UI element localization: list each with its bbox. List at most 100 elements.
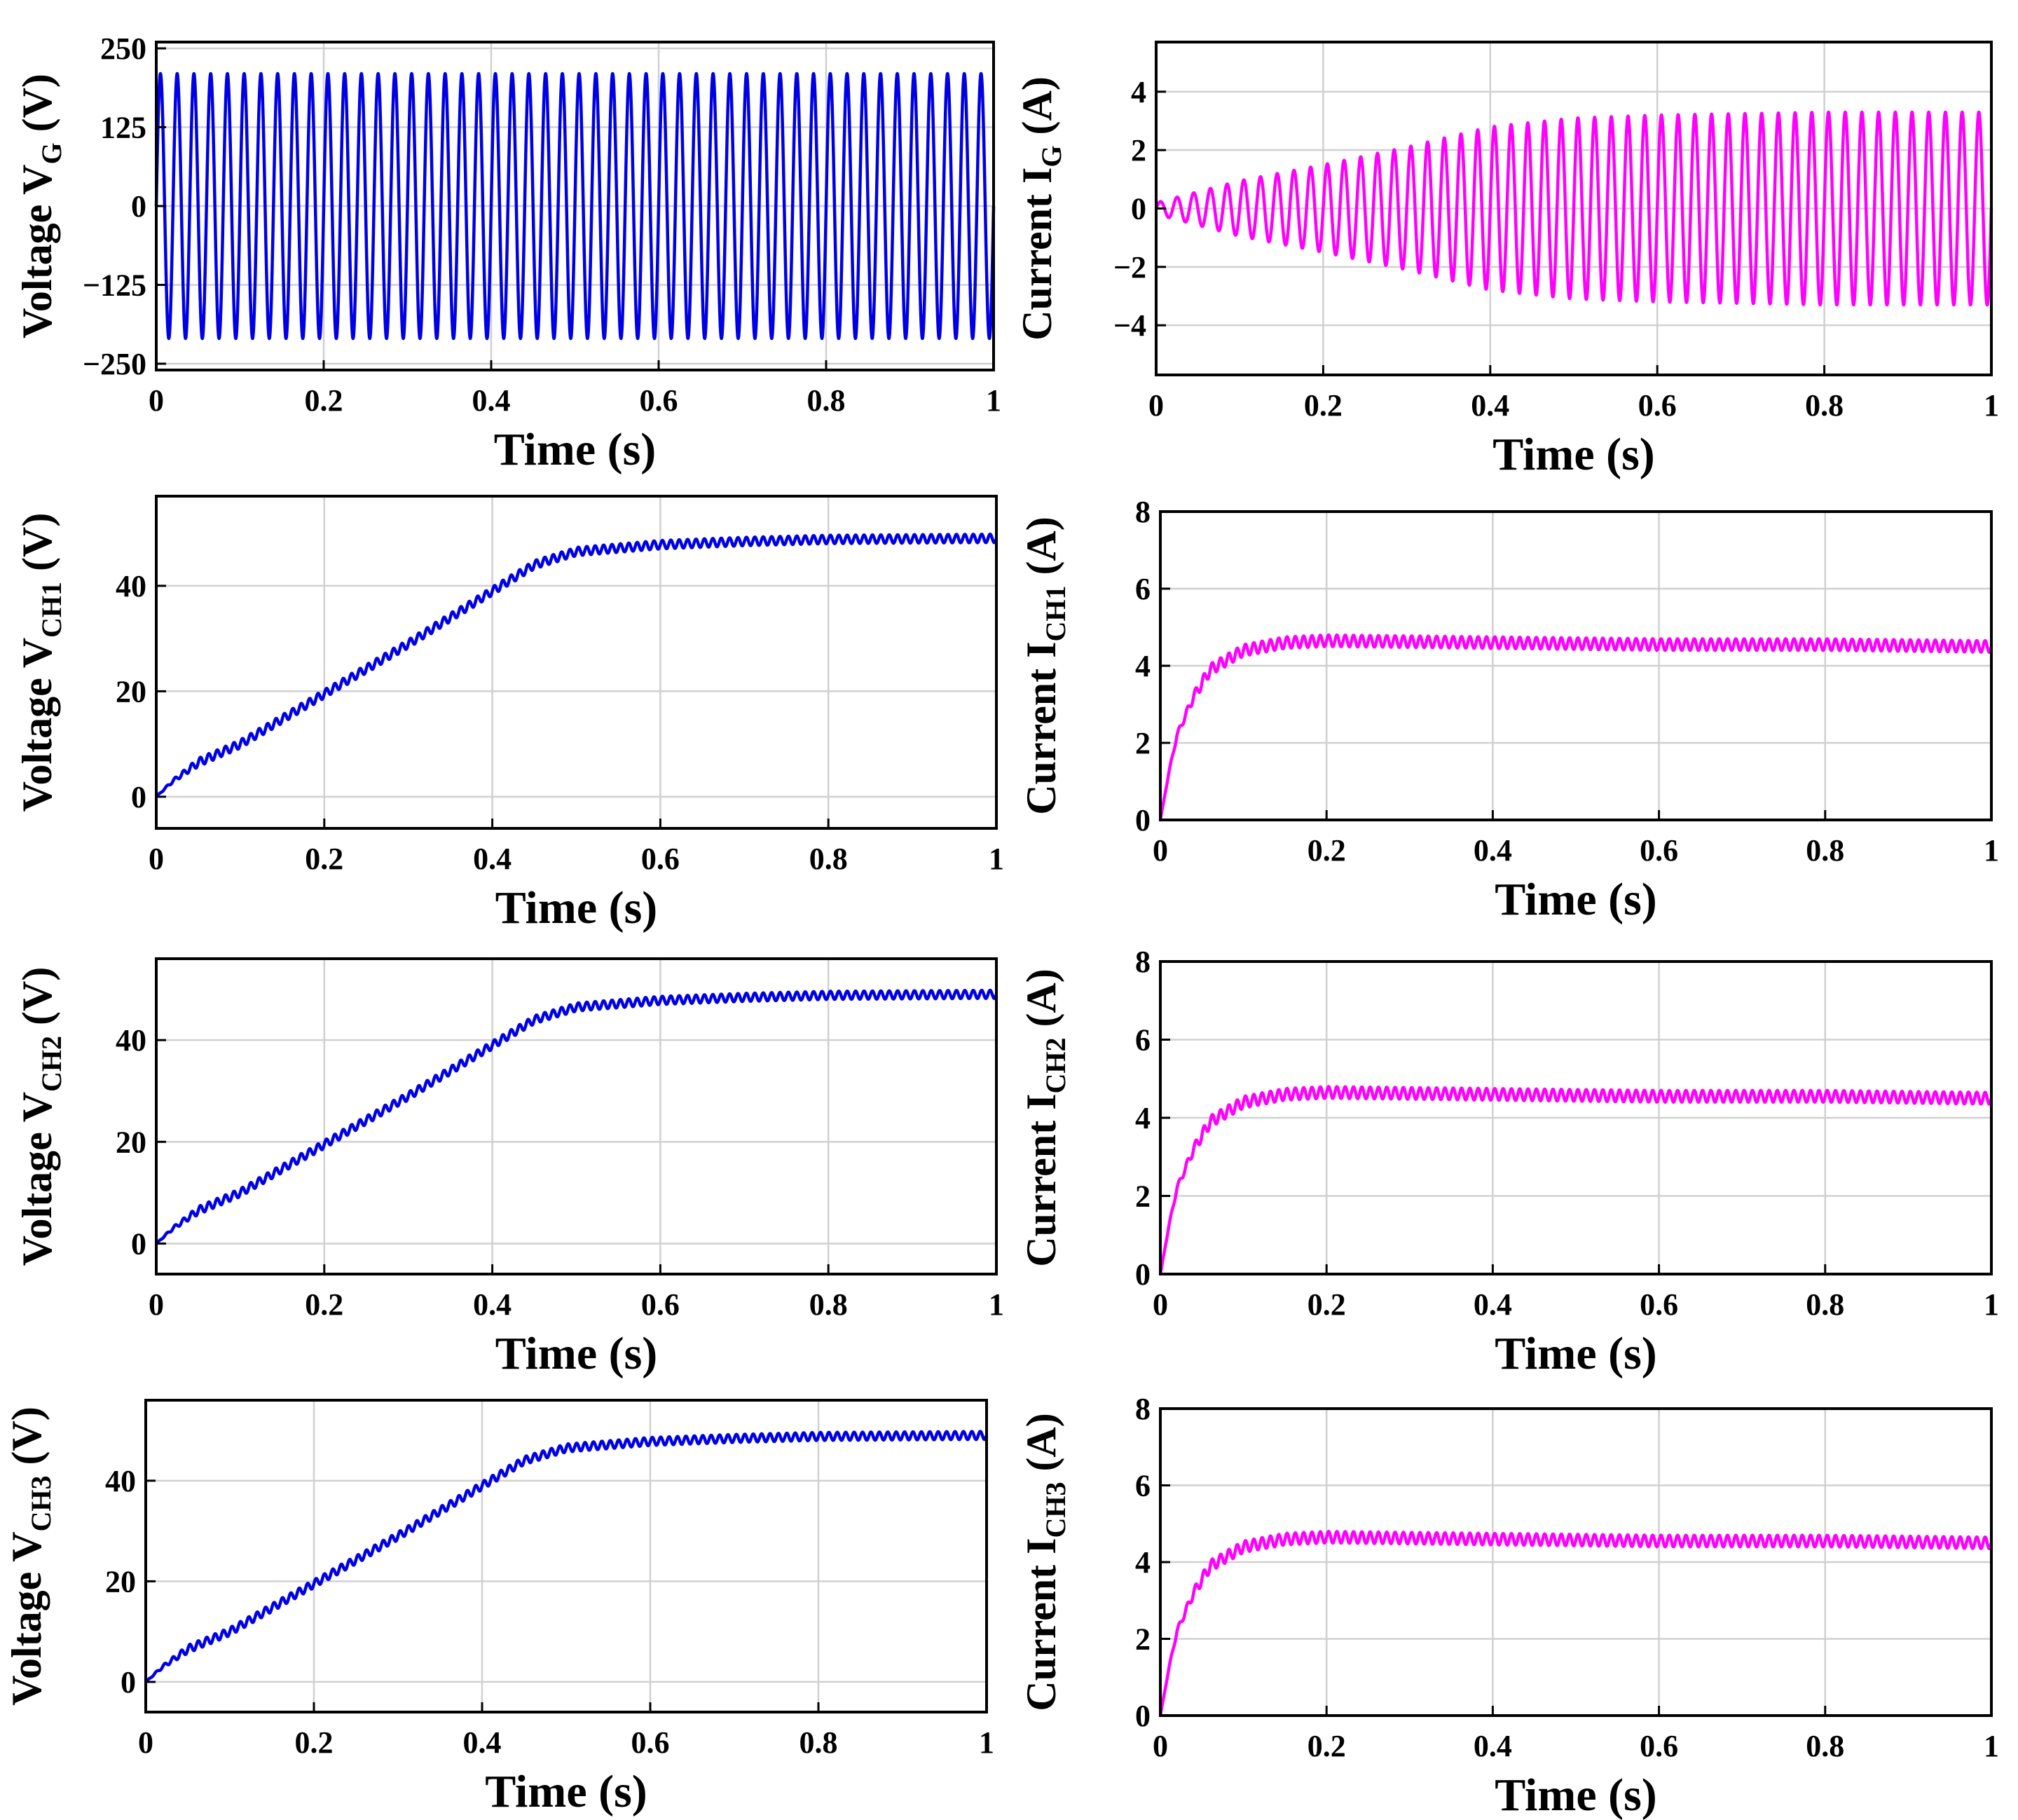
- x-axis-label: Time (s): [1495, 1328, 1657, 1379]
- x-tick-label: 0.4: [1474, 1729, 1512, 1763]
- x-tick-label: 0.2: [305, 842, 343, 876]
- x-tick-label: 0.4: [473, 842, 512, 876]
- y-tick-label: 40: [116, 569, 146, 603]
- x-tick-label: 0.8: [809, 1287, 848, 1322]
- x-tick-label: 0.6: [1638, 388, 1677, 423]
- x-tick-label: 0.2: [1304, 388, 1343, 423]
- series-line-ich2: [1158, 1085, 1993, 1275]
- x-tick-label: 0.8: [807, 383, 846, 418]
- y-tick-label: 0: [1131, 192, 1146, 226]
- x-tick-label: 0: [1153, 1287, 1168, 1322]
- y-tick-label: 8: [1135, 495, 1151, 529]
- y-tick-label: 4: [1135, 1101, 1151, 1135]
- x-tick-label: 0.2: [1307, 1729, 1346, 1763]
- x-tick-label: 1: [979, 1725, 994, 1760]
- chart-ich2: 0 0.2 0.4 0.6 0.8 1 0 2 4 6 8 Time (s) Current ICH2 …: [1018, 945, 1999, 1379]
- chart-vch3: 0 0.2 0.4 0.6 0.8 1 0 20 40 Time (s) Voltage VCH3 …: [4, 1399, 994, 1817]
- x-tick-label: 0.2: [1307, 833, 1346, 868]
- y-tick-label: 125: [100, 111, 146, 145]
- y-axis-label: Voltage VCH2 (V): [14, 967, 67, 1266]
- series-line-vch2: [155, 988, 998, 1245]
- y-tick-label: 40: [105, 1464, 136, 1498]
- y-tick-label: 20: [105, 1564, 136, 1599]
- x-axis-label: Time (s): [495, 882, 658, 933]
- x-tick-label: 0.8: [1806, 833, 1844, 868]
- y-tick-label: 6: [1135, 1469, 1151, 1503]
- y-axis-label: Current ICH3 (A): [1018, 1413, 1071, 1711]
- x-tick-label: 0: [149, 383, 164, 418]
- y-tick-label: −4: [1113, 308, 1146, 343]
- x-tick-label: 1: [1984, 1287, 1999, 1322]
- chart-ich3: 0 0.2 0.4 0.6 0.8 1 0 2 4 6 8 Time (s) Current ICH3 …: [1018, 1392, 1999, 1820]
- x-tick-label: 0.2: [305, 383, 343, 418]
- series-line-vch1: [155, 532, 998, 798]
- y-tick-label: 0: [1135, 1699, 1151, 1733]
- y-tick-label: 0: [121, 1665, 136, 1699]
- x-tick-label: 0.4: [473, 1287, 512, 1322]
- x-tick-label: 0.2: [1307, 1287, 1346, 1322]
- x-tick-label: 1: [1984, 1729, 1999, 1763]
- y-tick-label: 0: [131, 780, 146, 814]
- y-tick-label: 4: [1135, 1545, 1151, 1580]
- y-tick-label: 250: [100, 32, 146, 66]
- y-tick-label: 0: [131, 1226, 146, 1261]
- x-tick-label: 0.8: [809, 842, 848, 876]
- plot-frame: [155, 495, 998, 830]
- x-axis-label: Time (s): [1495, 1770, 1657, 1820]
- x-tick-label: 0.4: [1471, 388, 1509, 423]
- y-axis-label: Current ICH1 (A): [1018, 516, 1071, 815]
- y-axis-label: Voltage VCH3 (V): [4, 1407, 57, 1706]
- x-axis-label: Time (s): [494, 424, 657, 475]
- chart-ig: 0 0.2 0.4 0.6 0.8 1 4 2 0 −2 −4 Time (s) Current IG …: [1014, 41, 1999, 480]
- plot-frame: [144, 1399, 988, 1713]
- x-axis-label: Time (s): [485, 1766, 647, 1817]
- x-tick-label: 0.6: [631, 1725, 670, 1760]
- y-tick-label: 2: [1135, 1622, 1151, 1657]
- x-tick-label: 0.4: [463, 1725, 502, 1760]
- x-tick-label: 1: [989, 1287, 1004, 1322]
- y-tick-label: 4: [1131, 75, 1146, 109]
- x-axis-label: Time (s): [1495, 874, 1657, 925]
- series-line-vg: [154, 71, 996, 341]
- x-tick-label: 0.4: [1474, 1287, 1512, 1322]
- series-line-ig: [1154, 110, 1993, 307]
- x-tick-label: 0.6: [641, 1287, 680, 1322]
- x-tick-label: 0.6: [1640, 833, 1678, 868]
- x-tick-label: 0.8: [1806, 1729, 1844, 1763]
- x-tick-label: 0: [149, 1287, 164, 1322]
- y-tick-label: −2: [1113, 250, 1146, 285]
- x-tick-label: 0: [1148, 388, 1164, 423]
- y-axis-label: Voltage VCH1 (V): [14, 513, 67, 812]
- y-tick-label: 2: [1135, 726, 1151, 760]
- y-tick-label: 20: [116, 1125, 146, 1159]
- x-tick-label: 0.6: [1640, 1287, 1678, 1322]
- x-axis-label: Time (s): [495, 1328, 658, 1379]
- x-tick-label: 1: [1984, 388, 1999, 423]
- series-line-vch3: [144, 1430, 989, 1683]
- x-tick-label: 1: [989, 842, 1004, 876]
- x-tick-label: 0.8: [1805, 388, 1844, 423]
- y-tick-label: 2: [1131, 133, 1146, 167]
- x-tick-label: 0.6: [1640, 1729, 1678, 1763]
- y-tick-label: 8: [1135, 1392, 1151, 1426]
- y-tick-label: 6: [1135, 1023, 1151, 1058]
- x-tick-label: 0.2: [305, 1287, 343, 1322]
- y-tick-label: 20: [116, 674, 146, 709]
- y-tick-label: 0: [131, 189, 146, 224]
- series-line-ich1: [1158, 633, 1993, 821]
- y-tick-label: 2: [1135, 1179, 1151, 1214]
- y-axis-label: Current IG (A): [1014, 76, 1067, 341]
- y-tick-label: 40: [116, 1023, 146, 1058]
- x-tick-label: 0.6: [640, 383, 678, 418]
- y-tick-label: 8: [1135, 945, 1151, 979]
- x-tick-label: 1: [986, 383, 1001, 418]
- x-axis-label: Time (s): [1492, 429, 1655, 480]
- x-tick-label: 0.8: [1806, 1287, 1844, 1322]
- x-tick-label: 0: [1153, 833, 1168, 868]
- chart-ich1: 0 0.2 0.4 0.6 0.8 1 0 2 4 6 8 Time (s) Current ICH1 …: [1018, 495, 1999, 925]
- y-tick-label: 6: [1135, 572, 1151, 606]
- y-tick-label: 0: [1135, 803, 1151, 837]
- chart-vch1: 0 0.2 0.4 0.6 0.8 1 0 20 40 Time (s) Voltage VCH1 …: [14, 495, 1004, 933]
- y-axis-label: Voltage VG (V): [14, 74, 67, 338]
